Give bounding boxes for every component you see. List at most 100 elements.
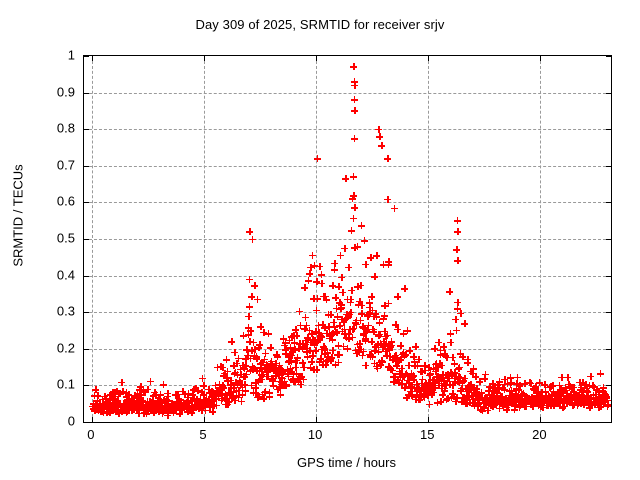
data-point bbox=[440, 387, 448, 395]
data-point bbox=[267, 357, 275, 365]
data-point bbox=[271, 361, 279, 369]
data-point bbox=[138, 397, 146, 405]
data-point bbox=[394, 293, 402, 301]
data-point bbox=[360, 237, 368, 245]
data-point bbox=[500, 400, 508, 408]
data-point bbox=[450, 393, 458, 401]
data-point bbox=[199, 398, 207, 406]
data-point bbox=[599, 400, 607, 408]
data-point bbox=[236, 381, 244, 389]
data-point bbox=[94, 392, 102, 400]
data-point bbox=[273, 353, 281, 361]
data-point bbox=[238, 391, 246, 399]
data-point bbox=[554, 390, 562, 398]
data-point bbox=[220, 383, 228, 391]
data-point bbox=[538, 395, 546, 403]
gridline-horizontal bbox=[84, 239, 611, 240]
data-point bbox=[247, 381, 255, 389]
data-point bbox=[245, 275, 253, 283]
data-point bbox=[473, 385, 481, 393]
data-point bbox=[208, 393, 216, 401]
data-point bbox=[484, 406, 492, 414]
data-point bbox=[129, 401, 137, 409]
data-point bbox=[453, 305, 461, 313]
data-point bbox=[335, 283, 342, 291]
data-point bbox=[111, 392, 119, 400]
data-point bbox=[160, 402, 168, 410]
data-point bbox=[351, 244, 359, 252]
data-point bbox=[241, 373, 249, 381]
data-point bbox=[306, 347, 314, 355]
data-point bbox=[453, 393, 461, 401]
data-point bbox=[357, 281, 365, 289]
data-point bbox=[453, 298, 461, 306]
data-point bbox=[468, 392, 476, 400]
data-point bbox=[516, 396, 524, 404]
data-point bbox=[378, 357, 386, 365]
data-point bbox=[560, 398, 568, 406]
data-point bbox=[482, 394, 490, 402]
data-point bbox=[256, 364, 264, 372]
data-point bbox=[182, 402, 190, 410]
data-point bbox=[577, 383, 585, 391]
data-point bbox=[385, 257, 393, 265]
data-point bbox=[495, 378, 503, 386]
data-point bbox=[559, 397, 567, 405]
data-point bbox=[430, 388, 438, 396]
data-point bbox=[318, 333, 326, 341]
data-point bbox=[416, 396, 424, 403]
data-point bbox=[97, 407, 105, 415]
data-point bbox=[186, 397, 194, 405]
data-point bbox=[288, 376, 296, 384]
data-point bbox=[305, 326, 313, 334]
data-point bbox=[462, 400, 470, 408]
data-point bbox=[269, 367, 277, 375]
data-point bbox=[379, 261, 387, 269]
data-point bbox=[89, 400, 97, 408]
data-point bbox=[236, 378, 244, 386]
data-point bbox=[437, 398, 445, 406]
data-point bbox=[201, 406, 209, 414]
data-point bbox=[339, 342, 347, 350]
data-point bbox=[382, 352, 390, 360]
data-point bbox=[575, 393, 583, 401]
data-point bbox=[156, 402, 164, 410]
data-point bbox=[498, 392, 506, 400]
data-point bbox=[501, 375, 509, 383]
data-point bbox=[196, 403, 204, 411]
data-point bbox=[568, 394, 576, 402]
data-point bbox=[142, 410, 150, 418]
data-point bbox=[498, 396, 506, 404]
data-point bbox=[304, 277, 312, 285]
data-point bbox=[450, 374, 458, 382]
data-point bbox=[531, 397, 539, 405]
data-point bbox=[195, 404, 203, 412]
data-point bbox=[94, 406, 102, 414]
data-point bbox=[502, 403, 510, 411]
data-point bbox=[366, 303, 374, 311]
data-point bbox=[106, 402, 114, 410]
data-point bbox=[152, 402, 160, 410]
data-point bbox=[559, 404, 567, 412]
data-point bbox=[514, 392, 522, 400]
data-point bbox=[535, 379, 543, 387]
data-point bbox=[515, 403, 523, 411]
data-point bbox=[241, 381, 249, 389]
data-point bbox=[477, 389, 485, 397]
data-point bbox=[199, 404, 207, 412]
data-point bbox=[550, 398, 558, 406]
data-point bbox=[344, 313, 352, 321]
data-point bbox=[384, 261, 392, 269]
data-point bbox=[487, 401, 495, 409]
data-point bbox=[573, 392, 581, 400]
data-point bbox=[554, 400, 562, 408]
data-point bbox=[486, 383, 494, 391]
data-point bbox=[96, 400, 104, 408]
data-point bbox=[314, 329, 322, 337]
data-point bbox=[499, 402, 507, 410]
data-point bbox=[357, 222, 365, 230]
data-point bbox=[106, 409, 114, 417]
data-point bbox=[593, 397, 601, 405]
data-point bbox=[486, 394, 494, 402]
data-point bbox=[343, 314, 351, 322]
